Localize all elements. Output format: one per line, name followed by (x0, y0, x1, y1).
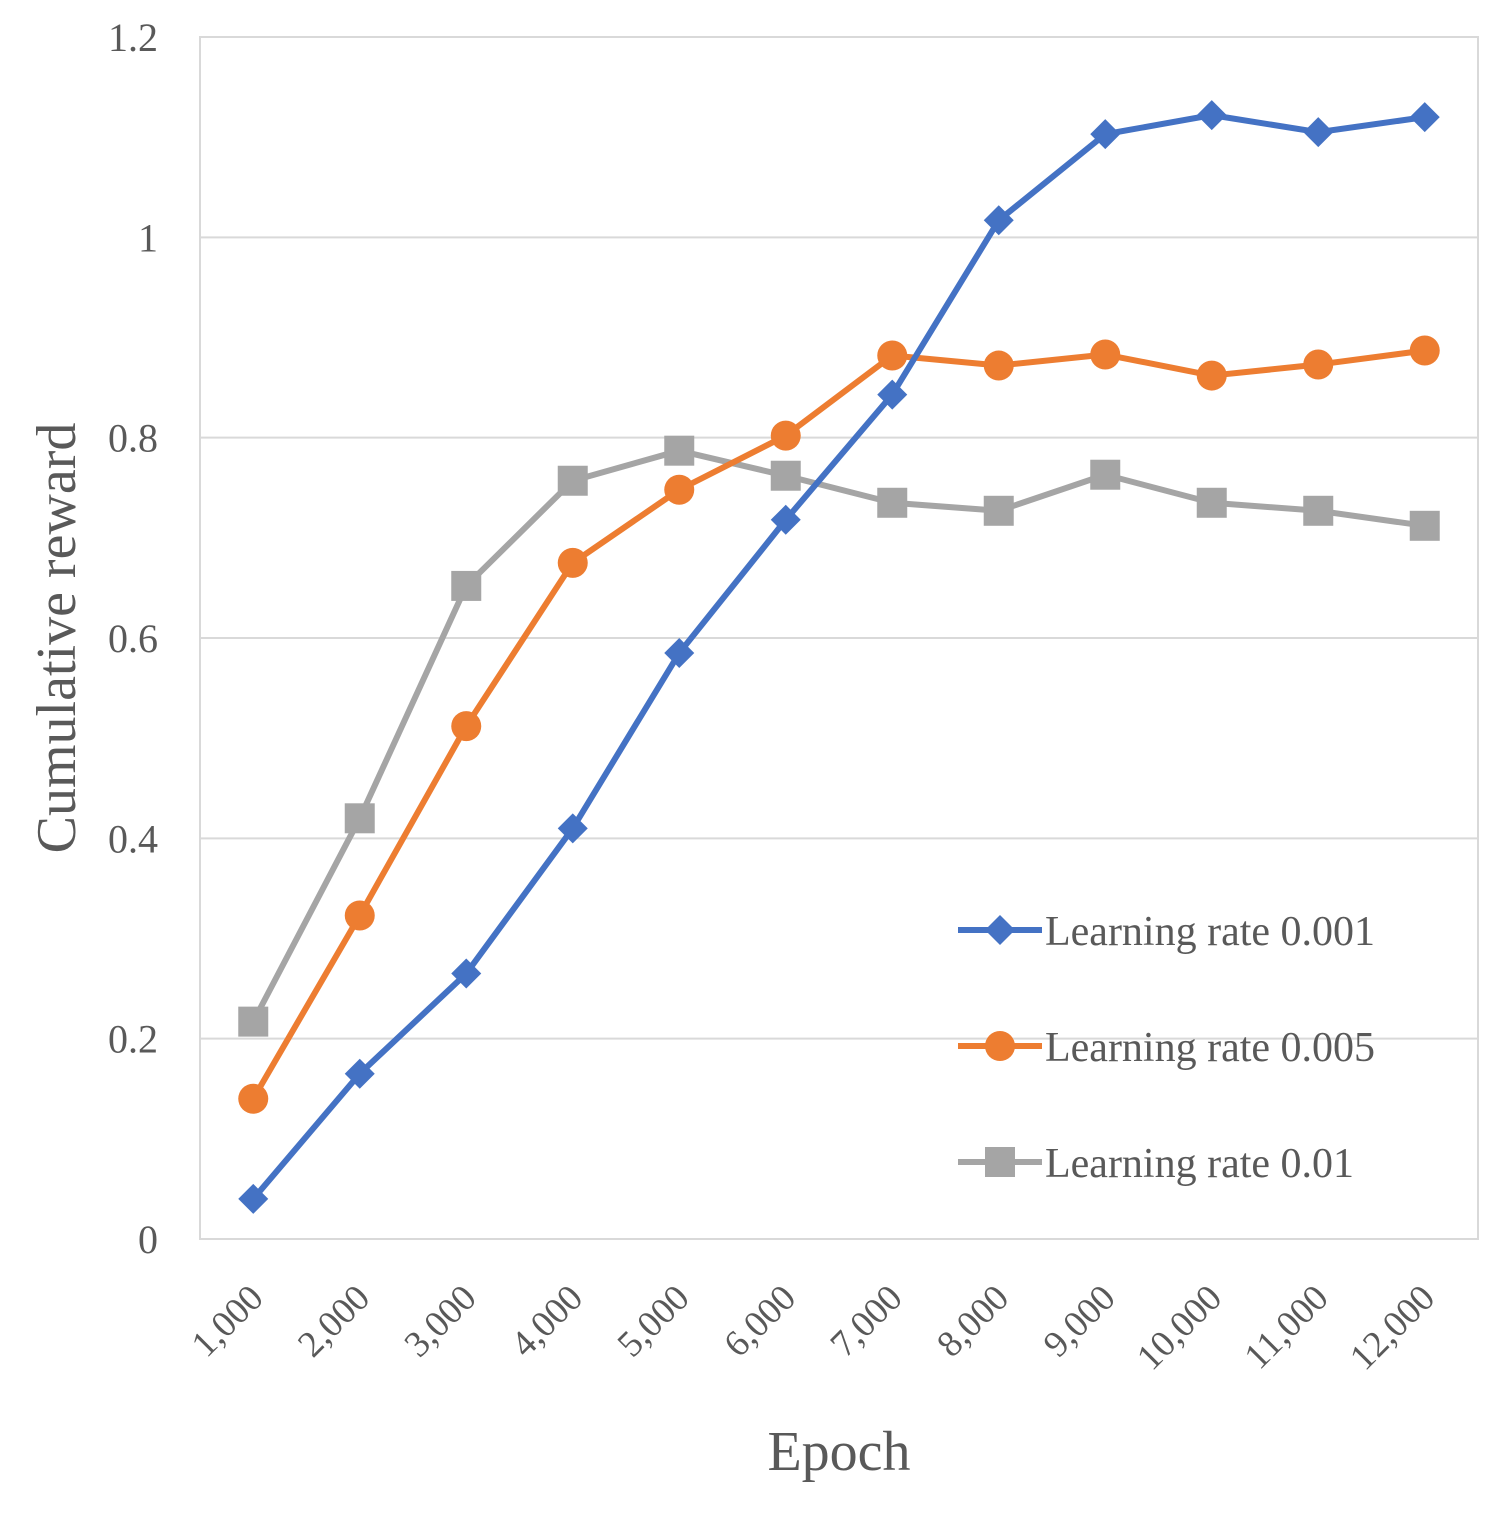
x-tick-label: 4,000 (503, 1277, 591, 1365)
y-tick-label: 1 (138, 215, 158, 260)
data-point (344, 1058, 375, 1089)
data-point (451, 958, 482, 989)
x-axis-ticks: 1,000 2,000 3,000 4,000 5,000 6,000 7,000 8,000… (184, 1277, 1443, 1378)
data-point (770, 420, 801, 451)
x-tick-label: 1,000 (184, 1277, 272, 1365)
legend-item: Learning rate 0.001 (958, 909, 1375, 955)
legend-label: Learning rate 0.005 (1045, 1025, 1375, 1071)
series-2 (238, 435, 1440, 1037)
data-point (344, 900, 375, 931)
data-point (1196, 487, 1227, 518)
legend-swatch-marker (985, 1031, 1015, 1061)
data-point (1303, 117, 1334, 148)
data-point (664, 474, 695, 505)
x-tick-label: 10,000 (1129, 1277, 1230, 1378)
data-point (770, 460, 801, 491)
y-tick-label: 0.6 (108, 616, 158, 661)
series-0 (238, 100, 1440, 1214)
data-point (664, 435, 695, 466)
data-point (238, 1006, 269, 1037)
data-point (238, 1083, 269, 1114)
legend-swatch-marker (985, 1147, 1015, 1177)
series-line (250, 447, 1426, 1024)
legend-swatch-marker (985, 915, 1015, 945)
data-point (1409, 102, 1440, 133)
y-tick-label: 0.8 (108, 416, 158, 461)
x-tick-label: 3,000 (397, 1277, 485, 1365)
data-point (877, 487, 908, 518)
data-point (1090, 339, 1121, 370)
series-layer (238, 100, 1440, 1214)
x-tick-label: 11,000 (1237, 1277, 1337, 1377)
y-tick-label: 0.2 (108, 1017, 158, 1062)
data-point (877, 379, 908, 410)
data-point (557, 465, 588, 496)
data-point (238, 1183, 269, 1214)
x-axis-title: Epoch (767, 1421, 910, 1483)
x-tick-label: 6,000 (716, 1277, 804, 1365)
y-tick-label: 1.2 (108, 15, 158, 60)
legend-item: Learning rate 0.005 (958, 1025, 1375, 1071)
legend: Learning rate 0.001 Learning rate 0.005 Le… (958, 909, 1375, 1187)
data-point (1409, 510, 1440, 541)
series-line (250, 347, 1426, 1101)
data-point (877, 340, 908, 371)
data-point (557, 813, 588, 844)
y-tick-label: 0 (138, 1217, 158, 1262)
data-point (983, 205, 1014, 236)
data-point (451, 570, 482, 601)
data-point (344, 803, 375, 834)
data-point (1303, 495, 1334, 526)
data-point (1090, 459, 1121, 490)
x-tick-label: 8,000 (929, 1277, 1017, 1365)
data-point (1196, 100, 1227, 131)
data-point (770, 504, 801, 535)
y-axis-title: Cumulative reward (26, 423, 88, 854)
data-point (557, 547, 588, 578)
data-point (1090, 119, 1121, 150)
data-point (1196, 360, 1227, 391)
data-point (1303, 349, 1334, 380)
x-tick-label: 9,000 (1036, 1277, 1124, 1365)
data-point (983, 350, 1014, 381)
y-axis-ticks: 0 0.2 0.4 0.6 0.8 1 1.2 (108, 15, 158, 1262)
y-tick-label: 0.4 (108, 816, 158, 861)
legend-item: Learning rate 0.01 (958, 1141, 1354, 1187)
legend-label: Learning rate 0.01 (1045, 1141, 1354, 1187)
x-tick-label: 2,000 (290, 1277, 378, 1365)
data-point (451, 711, 482, 742)
x-tick-label: 5,000 (610, 1277, 698, 1365)
x-tick-label: 12,000 (1342, 1277, 1443, 1378)
data-point (983, 495, 1014, 526)
data-point (664, 638, 695, 669)
gridlines (200, 236, 1478, 1040)
x-tick-label: 7,000 (823, 1277, 911, 1365)
data-point (1409, 335, 1440, 366)
series-line (250, 112, 1426, 1201)
legend-label: Learning rate 0.001 (1045, 909, 1375, 955)
series-1 (238, 335, 1440, 1114)
